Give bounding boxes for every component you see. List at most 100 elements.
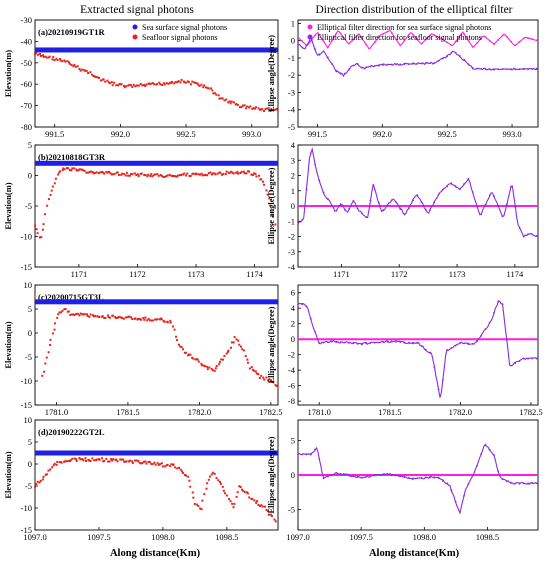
direction-point [476,205,478,207]
seafloor-photon [193,502,196,505]
direction-point [497,470,500,473]
seafloor-photon [144,174,147,177]
seafloor-photon [136,173,139,176]
direction-point [339,472,342,475]
seafloor-photon [245,172,248,175]
seafloor-photon [60,461,63,464]
seafloor-photon [223,99,226,102]
seafloor-photon [49,338,52,341]
seafloor-photon [85,69,88,72]
seafloor-photon [59,58,62,61]
direction-point [361,37,363,40]
panel-b-left: 1171 1172 1173 1174 5 0 -5 -10 -15 Elevation(m) (b… [3,140,279,279]
legend-marker [132,24,138,30]
seafloor-photon [258,376,261,379]
y-tick-label: -3 [288,247,295,257]
y-axis-label: Elevation(m) [3,451,13,498]
direction-point [305,44,308,47]
seafloor-photon [246,361,249,364]
y-tick-label: -4 [288,105,296,115]
direction-point [476,464,478,467]
legend-marker [307,24,313,30]
direction-point [318,53,321,56]
direction-point [518,68,521,71]
seafloor-photon [116,84,119,87]
direction-point [373,41,376,44]
seafloor-photon [116,460,119,463]
direction-point [390,473,393,476]
seafloor-photon [195,172,198,175]
seafloor-photon [163,320,166,323]
direction-point [429,476,431,479]
direction-point [352,38,355,41]
direction-point [301,46,304,49]
direction-point [365,476,368,478]
direction-point [420,477,423,479]
seafloor-photon [66,310,69,313]
seafloor-photon [260,178,263,181]
direction-point [424,476,427,479]
seafloor-photon [217,479,220,482]
seafloor-photon [253,107,256,110]
direction-point [335,69,338,72]
y-tick-label: 5 [28,437,32,447]
seafloor-photon [184,81,187,84]
y-tick-label: -5 [288,122,295,132]
seafloor-photon [63,168,66,171]
seafloor-photon [268,378,271,381]
scatter-series-0 [35,299,278,305]
seafloor-photon [194,81,197,84]
seafloor-photon [45,473,48,476]
seafloor-photon [83,313,86,316]
seafloor-photon [176,174,179,177]
y-tick-label: -4 [288,365,296,375]
seafloor-photon [164,465,167,468]
seafloor-photon [160,174,163,177]
seafloor-photon [179,174,182,177]
direction-point [522,235,525,238]
direction-point [378,201,380,204]
seafloor-photon [51,58,54,61]
direction-point [309,317,312,320]
direction-point [403,476,406,478]
direction-point [403,341,406,344]
seafloor-photon [107,81,110,84]
seafloor-photon [134,85,137,88]
y-tick-label: 0 [28,459,32,469]
seafloor-photon [105,170,108,173]
seafloor-photon [114,315,117,318]
seafloor-photon [144,460,147,463]
seafloor-photon [236,491,239,494]
x-tick-label: 1782.0 [188,407,211,417]
direction-point [395,474,397,477]
seafloor-photon [34,53,37,56]
seafloor-photon [258,174,261,177]
direction-point [467,39,470,42]
left-column-title: Extracted signal photons [80,4,194,16]
y-tick-label: -80 [21,122,32,132]
direction-point [326,46,329,49]
seafloor-photon [46,204,49,207]
direction-point [450,52,453,54]
direction-point [322,191,325,194]
direction-point [314,448,316,451]
seafloor-photon [172,463,175,466]
direction-point [365,66,368,69]
seafloor-photon [183,81,186,84]
seafloor-photon [93,172,96,175]
seafloor-photon [265,508,268,511]
direction-point [390,63,393,66]
direction-point [343,72,346,75]
scatter-series-0 [35,450,278,456]
direction-point [356,207,359,210]
seafloor-photon [214,367,217,370]
seafloor-photon [237,172,240,175]
seafloor-photon [93,459,96,462]
direction-point [399,207,402,210]
seafloor-photon [179,468,182,471]
seafloor-photon [115,84,118,87]
seafloor-photon [144,85,147,88]
seafloor-photon [255,106,258,109]
seafloor-photon [171,325,174,328]
direction-point [416,62,419,65]
